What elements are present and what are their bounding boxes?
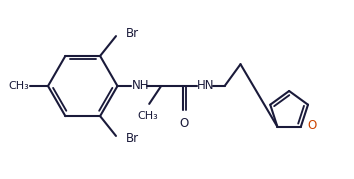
Text: CH₃: CH₃ [8,81,29,91]
Text: CH₃: CH₃ [138,111,159,121]
Text: O: O [179,117,189,130]
Text: HN: HN [197,79,215,91]
Text: O: O [308,119,317,132]
Text: NH: NH [132,79,149,91]
Text: Br: Br [126,132,139,145]
Text: Br: Br [126,27,139,40]
